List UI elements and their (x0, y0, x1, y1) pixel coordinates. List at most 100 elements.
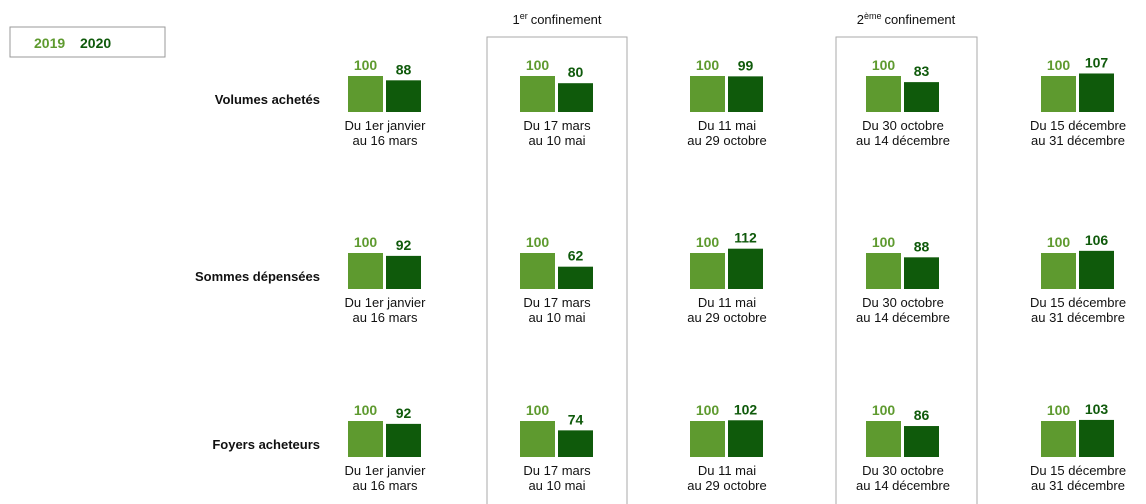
bar (558, 83, 593, 112)
header-sup: er (520, 11, 528, 21)
bar (348, 253, 383, 289)
value-label: 83 (914, 63, 930, 79)
row-label: Volumes achetés (215, 92, 320, 107)
bar (904, 257, 939, 289)
header-prefix: 2 (857, 12, 864, 27)
value-label: 100 (354, 57, 378, 73)
period-box (835, 36, 978, 504)
header-sup: ème (864, 11, 882, 21)
period-label: Du 17 mars (523, 463, 591, 478)
period-label: au 31 décembre (1031, 310, 1125, 325)
header-prefix: 1 (512, 12, 519, 27)
period-label: au 14 décembre (856, 133, 950, 148)
legend-label: 2019 (34, 35, 65, 51)
value-label: 88 (396, 61, 412, 77)
bar (690, 421, 725, 457)
header-label: confinement (884, 12, 955, 27)
value-label: 100 (696, 57, 720, 73)
value-label: 100 (354, 234, 378, 250)
legend-label: 2020 (80, 35, 111, 51)
period-label: Du 11 mai (698, 295, 756, 310)
period-label: au 16 mars (352, 478, 418, 493)
bar (520, 421, 555, 457)
bar (728, 76, 763, 112)
value-label: 100 (696, 234, 720, 250)
bar (386, 80, 421, 112)
period-label: Du 30 octobre (862, 463, 944, 478)
bar (728, 420, 763, 457)
bar (348, 76, 383, 112)
value-label: 100 (526, 402, 550, 418)
bar (1041, 76, 1076, 112)
row-label: Foyers acheteurs (212, 437, 320, 452)
column-header: 1er confinement (512, 11, 601, 27)
period-label: au 14 décembre (856, 310, 950, 325)
period-label: au 16 mars (352, 310, 418, 325)
value-label: 102 (734, 401, 758, 417)
value-label: 107 (1085, 54, 1109, 70)
bar (520, 253, 555, 289)
period-label: au 14 décembre (856, 478, 950, 493)
bar (558, 430, 593, 457)
period-label: Du 11 mai (698, 463, 756, 478)
period-label: au 29 octobre (687, 478, 767, 493)
column-header: 2ème confinement (857, 11, 956, 27)
bar (558, 266, 593, 289)
bar (1079, 250, 1114, 289)
value-label: 100 (872, 402, 896, 418)
value-label: 100 (1047, 234, 1071, 250)
value-label: 80 (568, 64, 584, 80)
period-label: au 29 octobre (687, 133, 767, 148)
value-label: 106 (1085, 232, 1109, 248)
value-label: 112 (734, 230, 757, 246)
value-label: 86 (914, 407, 930, 423)
header-label: confinement (531, 12, 602, 27)
period-label: Du 17 mars (523, 295, 591, 310)
bar (348, 421, 383, 457)
bar (866, 76, 901, 112)
value-label: 100 (872, 234, 896, 250)
value-label: 100 (1047, 402, 1071, 418)
value-label: 99 (738, 57, 754, 73)
bar (866, 421, 901, 457)
value-label: 92 (396, 405, 412, 421)
row-label: Sommes dépensées (195, 269, 320, 284)
period-label: au 31 décembre (1031, 133, 1125, 148)
legend-box (9, 26, 166, 58)
period-label: au 10 mai (528, 133, 585, 148)
value-label: 100 (696, 402, 720, 418)
bar (1079, 73, 1114, 112)
value-label: 100 (1047, 57, 1071, 73)
period-label: au 29 octobre (687, 310, 767, 325)
bar (386, 423, 421, 457)
bar (904, 82, 939, 112)
bar (1041, 421, 1076, 457)
period-label: Du 30 octobre (862, 118, 944, 133)
bar (1079, 419, 1114, 457)
value-label: 62 (568, 248, 584, 264)
value-label: 100 (872, 57, 896, 73)
period-label: au 10 mai (528, 478, 585, 493)
period-label: Du 15 décembre (1030, 118, 1126, 133)
bar (728, 248, 763, 289)
value-label: 100 (526, 57, 550, 73)
period-label: au 16 mars (352, 133, 418, 148)
bar (866, 253, 901, 289)
period-label: Du 11 mai (698, 118, 756, 133)
period-label: Du 15 décembre (1030, 295, 1126, 310)
bar (386, 255, 421, 289)
period-label: au 31 décembre (1031, 478, 1125, 493)
bar (904, 426, 939, 457)
period-label: Du 1er janvier (345, 118, 427, 133)
period-label: Du 1er janvier (345, 463, 427, 478)
value-label: 100 (526, 234, 550, 250)
period-label: au 10 mai (528, 310, 585, 325)
bar (690, 76, 725, 112)
value-label: 92 (396, 237, 412, 253)
period-box (486, 36, 628, 504)
value-label: 88 (914, 238, 930, 254)
period-label: Du 30 octobre (862, 295, 944, 310)
value-label: 74 (568, 411, 584, 427)
bar (690, 253, 725, 289)
